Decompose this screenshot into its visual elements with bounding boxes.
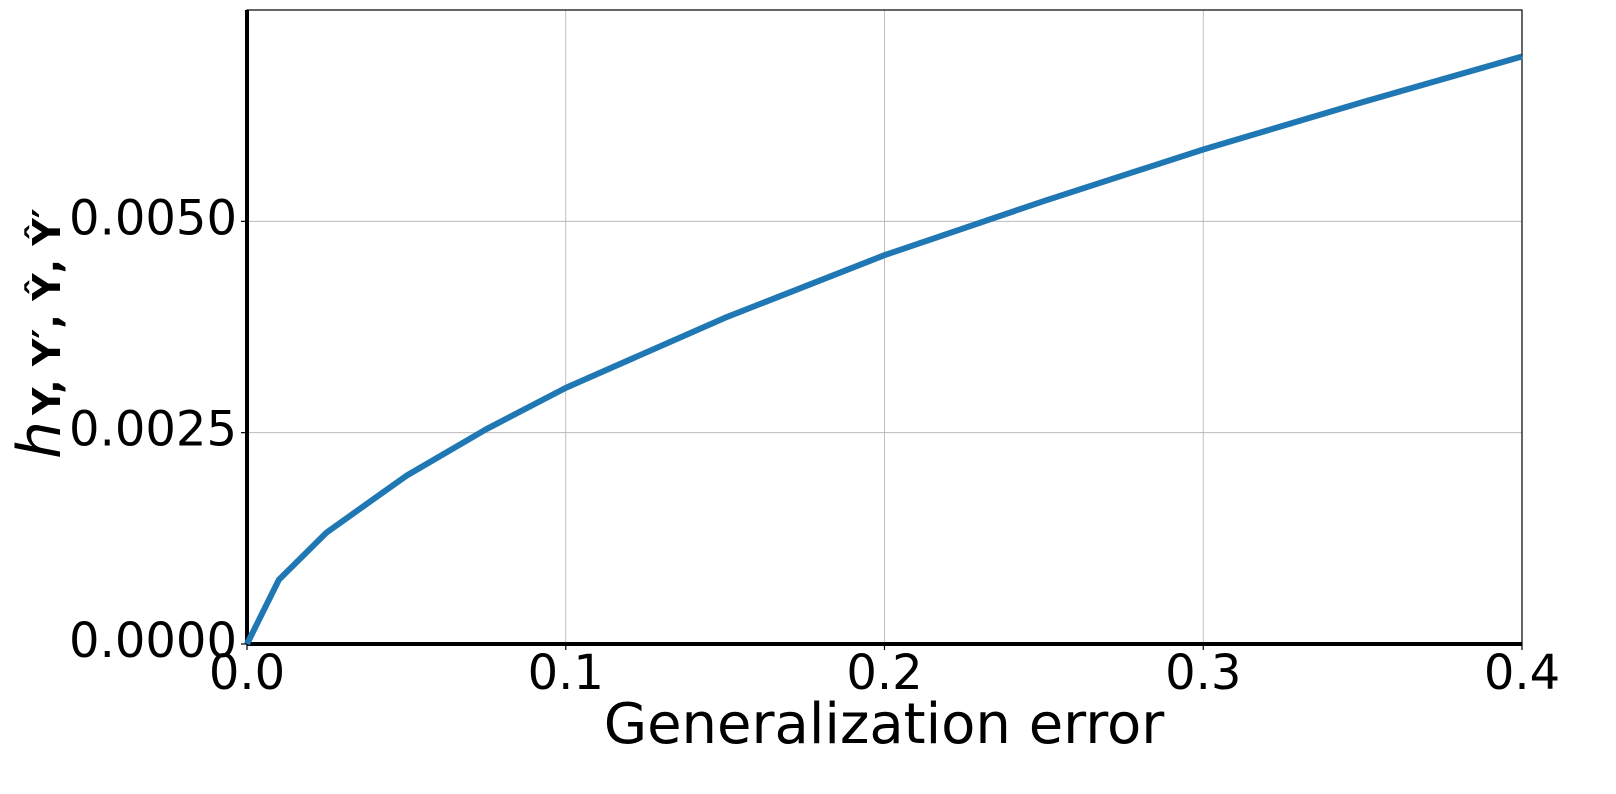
x-tick-label: 0.4 bbox=[1484, 645, 1560, 701]
y-axis-label-subscript: Y, Y′, Ŷ, Ŷ′ bbox=[25, 208, 69, 416]
y-tick-label: 0.0000 bbox=[69, 613, 237, 669]
x-tick-label: 0.1 bbox=[528, 645, 604, 701]
x-axis-label: Generalization error bbox=[604, 692, 1166, 757]
y-tick-label: 0.0050 bbox=[69, 190, 237, 246]
x-tick-label: 0.0 bbox=[209, 645, 285, 701]
x-tick-label: 0.2 bbox=[846, 645, 922, 701]
y-axis-label: h bbox=[5, 421, 75, 459]
y-tick-label: 0.0025 bbox=[69, 402, 237, 458]
data-line bbox=[244, 53, 1523, 646]
x-tick-label: 0.3 bbox=[1165, 645, 1241, 701]
y-axis-label-group: h Y, Y′, Ŷ, Ŷ′ bbox=[5, 208, 75, 459]
